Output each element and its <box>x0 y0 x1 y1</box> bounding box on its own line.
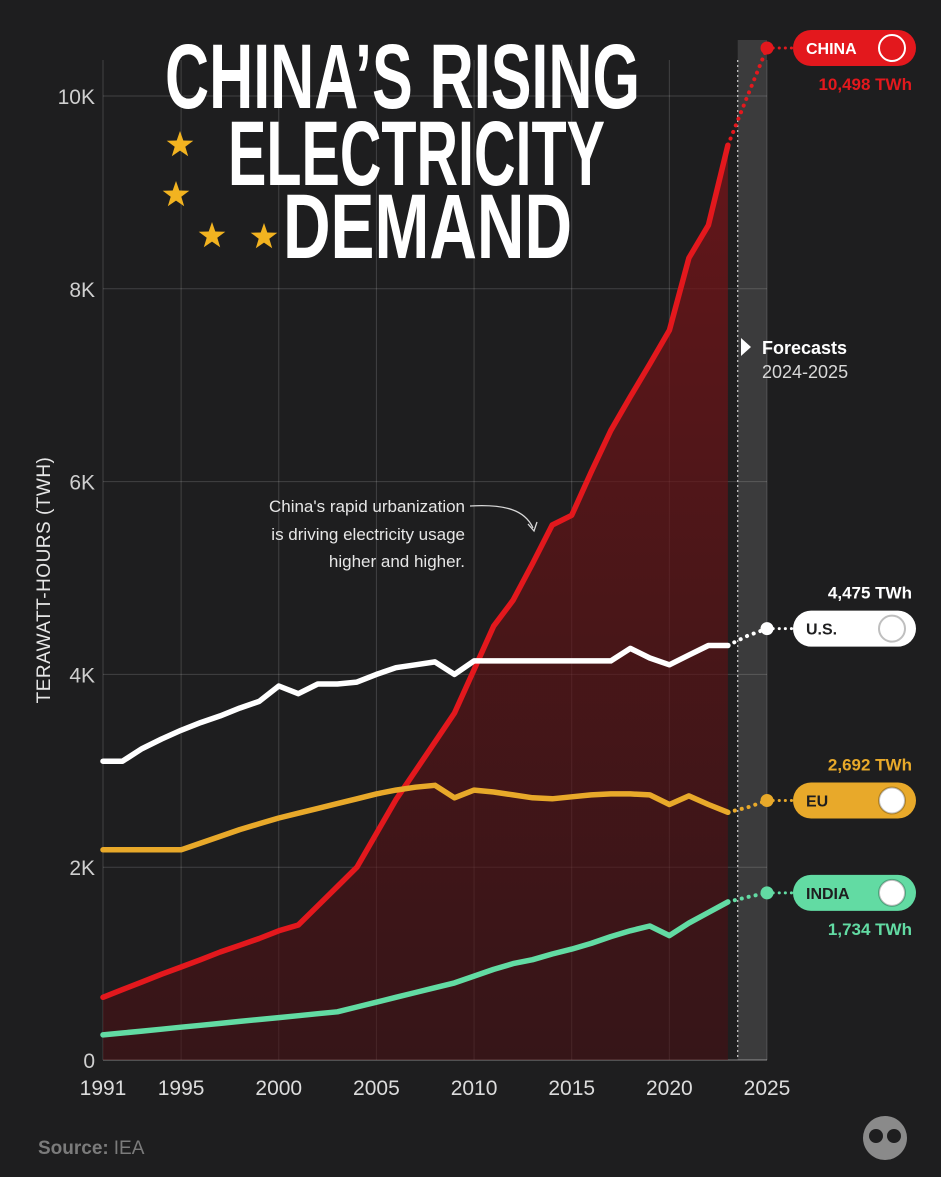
y-tick-label: 2K <box>69 857 95 880</box>
logo-shape <box>863 1116 907 1160</box>
y-tick-label: 6K <box>69 472 95 495</box>
stars <box>162 131 278 249</box>
flag <box>878 878 906 907</box>
value-label: 2,692 TWh <box>828 755 912 774</box>
annotation-line: China's rapid urbanization <box>269 497 465 516</box>
line <box>100 142 731 1001</box>
x-tick-label: 1991 <box>80 1077 127 1100</box>
line <box>100 782 731 853</box>
logo <box>863 1116 907 1160</box>
x-tick-label: 2005 <box>353 1077 400 1100</box>
x-tick-label: 2025 <box>744 1077 791 1100</box>
forecast-marker <box>741 338 751 356</box>
forecast-line <box>725 890 769 904</box>
y-axis-label: TERAWATT-HOURS (TWH) <box>34 457 55 704</box>
y-tick-label: 10K <box>58 86 95 109</box>
x-tick-label: 2010 <box>451 1077 498 1100</box>
logo-eye <box>887 1129 901 1143</box>
value-label: 10,498 TWh <box>818 75 912 94</box>
title-line: DEMAND <box>283 176 572 278</box>
x-tick-label: 2000 <box>255 1077 302 1100</box>
flag <box>878 786 906 815</box>
star <box>250 223 278 249</box>
annotation-arrow <box>469 504 534 529</box>
star <box>198 222 226 248</box>
y-tick-label: 0 <box>83 1050 95 1073</box>
flag <box>878 614 906 643</box>
title-line: ELECTRICITY <box>228 103 605 205</box>
x-tick-label: 1995 <box>158 1077 205 1100</box>
legend-label: INDIA <box>806 886 850 903</box>
title: CHINA’S RISING ELECTRICITY DEMAND <box>165 26 640 278</box>
flag <box>878 33 906 62</box>
line <box>100 642 731 764</box>
annotation: China's rapid urbanization is driving el… <box>269 497 465 571</box>
forecast-title: Forecasts <box>762 338 847 358</box>
annotation-line: is driving electricity usage <box>271 525 465 544</box>
y-tick-label: 8K <box>69 279 95 302</box>
legend-label: U.S. <box>806 622 837 639</box>
x-tick-label: 2015 <box>548 1077 595 1100</box>
y-tick-label: 4K <box>69 664 95 687</box>
source: Source: IEA <box>38 1138 145 1159</box>
forecast-line <box>725 798 769 815</box>
value-label: 1,734 TWh <box>828 920 912 939</box>
labels: CHINA 10,498 TWh U.S. 4,475 TWh EU 2,692 TWh I… <box>765 29 916 939</box>
annotation-line: higher and higher. <box>329 552 465 571</box>
x-tick-label: 2020 <box>646 1077 693 1100</box>
logo-eye <box>869 1129 883 1143</box>
source-label: Source: <box>38 1138 109 1159</box>
forecast-region <box>737 40 767 1060</box>
forecast-line <box>725 626 769 648</box>
area <box>103 145 728 1060</box>
legend-label: CHINA <box>806 41 857 58</box>
star <box>162 181 190 207</box>
star <box>166 131 194 157</box>
forecast-years: 2024-2025 <box>762 362 848 382</box>
areas <box>103 145 728 1060</box>
forecast-band <box>737 40 767 1060</box>
line <box>100 899 731 1038</box>
lines <box>100 41 774 1038</box>
source-text: IEA <box>114 1138 145 1159</box>
legend-label: EU <box>806 793 828 810</box>
annotation-arrowhead <box>527 521 538 533</box>
title-line: CHINA’S RISING <box>165 26 640 128</box>
value-label: 4,475 TWh <box>828 584 912 603</box>
